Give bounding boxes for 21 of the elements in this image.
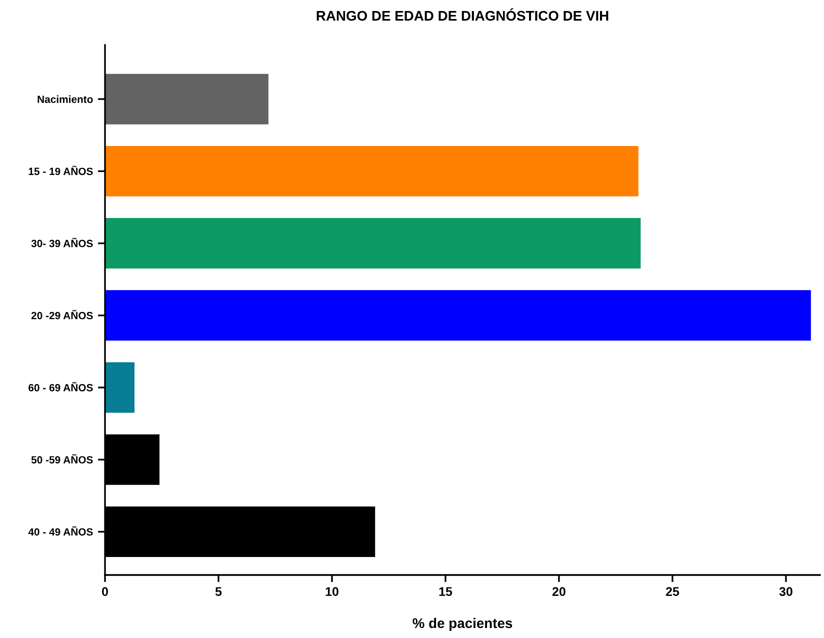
x-tick-label: 15 (439, 587, 452, 596)
y-tick-label: 15 - 19 AÑOS (28, 166, 93, 176)
chart-title: RANGO DE EDAD DE DIAGNÓSTICO DE VIH (316, 8, 608, 21)
bar (105, 290, 811, 341)
x-tick-label: 30 (779, 587, 792, 596)
x-tick-label: 0 (102, 587, 108, 596)
bar (105, 362, 135, 413)
bar (105, 146, 638, 196)
x-tick-label: 20 (552, 587, 566, 596)
bar (105, 74, 268, 124)
bar (105, 218, 641, 269)
y-tick-label: 40 - 49 AÑOS (28, 526, 93, 536)
x-tick-label: 25 (666, 587, 680, 596)
y-tick-label: Nacimiento (38, 95, 93, 103)
y-tick-label: 20 -29 AÑOS (31, 310, 93, 320)
x-axis-title: % de pacientes (412, 618, 512, 631)
y-tick-label: 30- 39 AÑOS (31, 238, 93, 248)
y-tick-label: 50 -59 AÑOS (31, 454, 93, 464)
x-tick-label: 10 (326, 587, 338, 596)
y-tick-label: 60 - 69 AÑOS (28, 382, 93, 392)
x-tick-label: 5 (215, 587, 222, 596)
